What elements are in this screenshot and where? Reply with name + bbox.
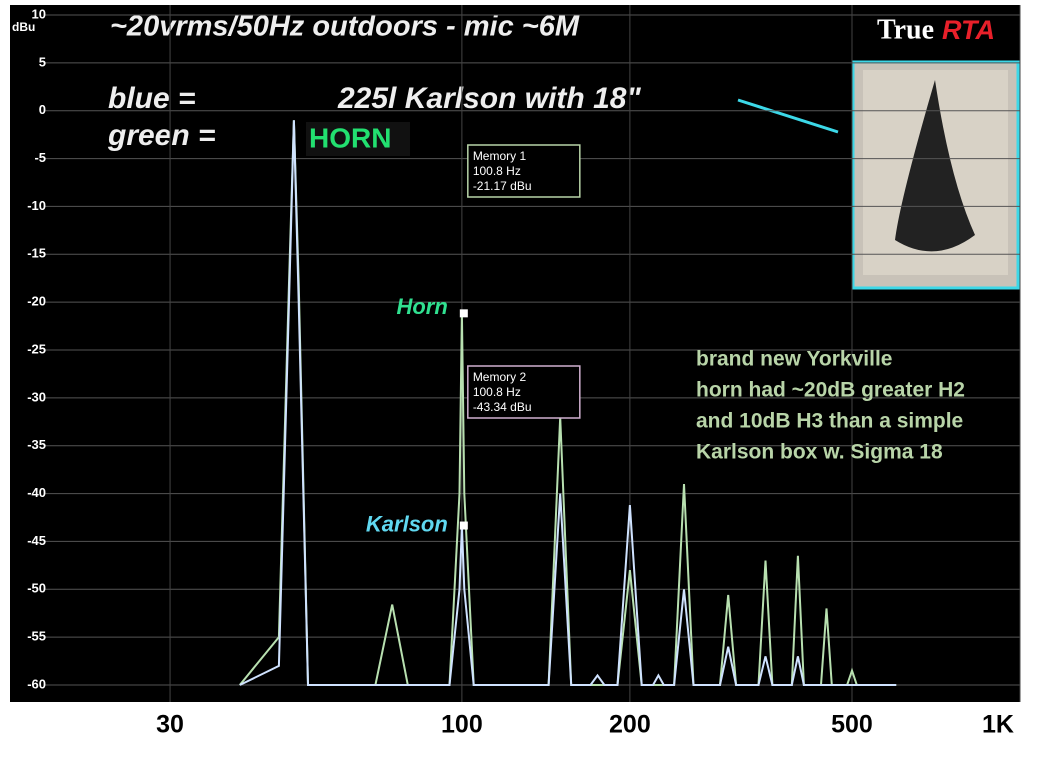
y-tick-label: -10 — [27, 198, 46, 213]
logo-true: True — [877, 14, 934, 45]
memory-text: Memory 1 — [473, 149, 527, 163]
y-tick-label: -55 — [27, 629, 46, 644]
x-tick-label: 1K — [982, 711, 1014, 739]
y-tick-label: -30 — [27, 389, 46, 404]
memory-marker — [459, 309, 468, 318]
memory-text: Memory 2 — [473, 370, 527, 384]
memory-box — [467, 365, 581, 419]
memory-text: -43.34 dBu — [473, 400, 532, 414]
horn-box — [306, 122, 410, 156]
series-line — [239, 120, 897, 686]
photo — [851, 60, 1020, 290]
y-tick-label: -50 — [27, 581, 46, 596]
y-tick-label: -15 — [27, 246, 46, 261]
x-tick-label: 500 — [831, 711, 873, 739]
pointer-line — [737, 98, 839, 134]
y-axis-label: dBu — [12, 20, 35, 34]
x-tick-label: 200 — [609, 711, 651, 739]
legend-label: green = — [107, 119, 216, 152]
memory-marker — [459, 521, 468, 530]
y-tick-label: -40 — [27, 485, 46, 500]
series-label: Horn — [396, 294, 447, 319]
annotation: brand new Yorkville — [696, 348, 892, 371]
chart-title: ~20vrms/50Hz outdoors - mic ~6M — [110, 11, 580, 43]
y-tick-label: 0 — [39, 102, 46, 117]
x-tick-label: 30 — [156, 711, 184, 739]
y-tick-label: -60 — [27, 676, 46, 691]
annotation: Karlson box w. Sigma 18 — [696, 441, 943, 464]
legend-desc: HORN — [309, 122, 391, 153]
memory-box — [467, 144, 581, 198]
logo-rta: RTA — [942, 15, 995, 45]
y-tick-label: -35 — [27, 437, 46, 452]
annotation: horn had ~20dB greater H2 — [696, 379, 965, 402]
y-tick-label: -25 — [27, 341, 46, 356]
y-tick-label: 5 — [39, 54, 46, 69]
memory-text: 100.8 Hz — [473, 164, 521, 178]
legend-desc: 225l Karlson with 18" — [337, 82, 641, 115]
annotation: and 10dB H3 than a simple — [696, 410, 963, 433]
y-tick-label: -45 — [27, 533, 46, 548]
y-tick-label: 10 — [32, 6, 46, 21]
series-label: Karlson — [366, 511, 448, 536]
y-tick-label: -5 — [34, 150, 46, 165]
memory-text: 100.8 Hz — [473, 385, 521, 399]
y-tick-label: -20 — [27, 294, 46, 309]
memory-text: -21.17 dBu — [473, 179, 532, 193]
legend-label: blue = — [108, 82, 196, 115]
x-tick-label: 100 — [441, 711, 483, 739]
